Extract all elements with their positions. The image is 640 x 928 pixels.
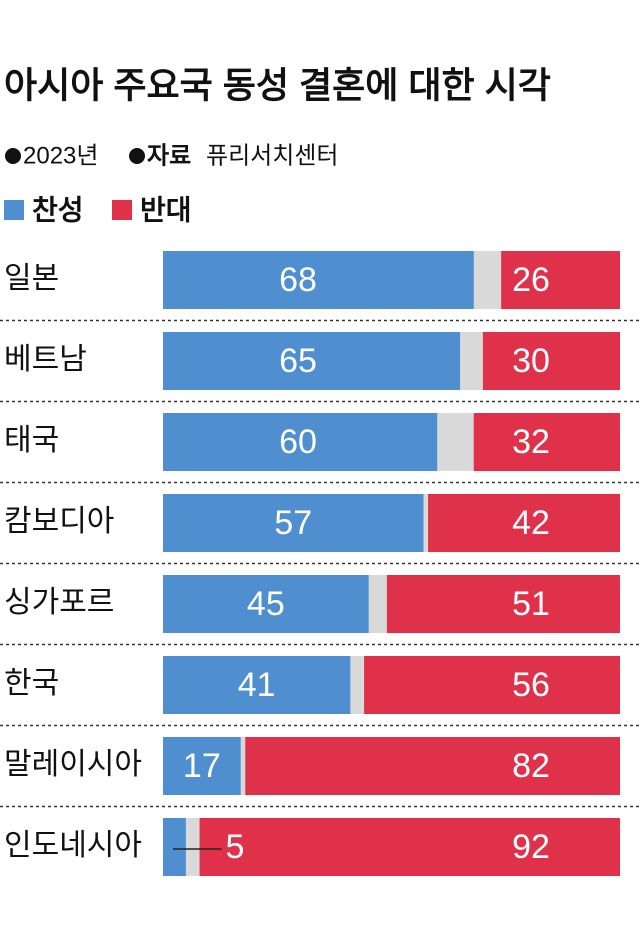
bar-support	[163, 251, 474, 309]
bar-support	[163, 818, 186, 876]
bullet	[5, 148, 21, 164]
legend-swatch	[4, 200, 24, 220]
value-label: 56	[512, 666, 550, 704]
legend-label: 반대	[140, 194, 192, 225]
bar-support	[163, 656, 351, 714]
value-label: 26	[512, 261, 550, 299]
bar-support	[163, 737, 241, 795]
value-label: 5	[226, 828, 245, 866]
source-label: 자료	[147, 142, 191, 169]
category-label: 태국	[4, 424, 59, 457]
year: 2023년	[23, 142, 98, 169]
bar-support	[163, 413, 438, 471]
bar-oppose	[428, 494, 620, 552]
bullet	[129, 148, 145, 164]
bar-oppose	[501, 251, 620, 309]
legend-label: 찬성	[32, 194, 84, 225]
chart-title: 아시아 주요국 동성 결혼에 대한 시각	[4, 65, 551, 106]
value-label: 45	[247, 585, 285, 623]
category-label: 캄보디아	[4, 505, 114, 538]
value-label: 51	[512, 585, 550, 623]
bar-support	[163, 494, 424, 552]
bar-oppose	[364, 656, 620, 714]
category-label: 싱가포르	[4, 586, 114, 619]
bar-oppose	[199, 818, 620, 876]
bar-oppose	[482, 332, 620, 390]
value-label: 30	[512, 342, 550, 380]
bar-support	[163, 332, 461, 390]
category-label: 일본	[4, 262, 59, 295]
value-label: 65	[279, 342, 317, 380]
value-label: 57	[274, 504, 312, 542]
value-label: 17	[183, 747, 221, 785]
source: 퓨리서치센터	[206, 142, 338, 169]
category-label: 말레이시아	[4, 748, 142, 781]
value-label: 32	[512, 423, 550, 461]
bar-oppose	[386, 575, 620, 633]
category-label: 한국	[4, 667, 59, 700]
value-label: 42	[512, 504, 550, 542]
category-label: 베트남	[4, 343, 87, 376]
bar-support	[163, 575, 369, 633]
value-label: 60	[279, 423, 317, 461]
legend-swatch	[112, 200, 132, 220]
value-label: 82	[512, 747, 550, 785]
value-label: 68	[279, 261, 317, 299]
bar-oppose	[245, 737, 620, 795]
value-label: 92	[512, 828, 550, 866]
bar-oppose	[473, 413, 620, 471]
category-label: 인도네시아	[4, 829, 142, 862]
value-label: 41	[238, 666, 276, 704]
